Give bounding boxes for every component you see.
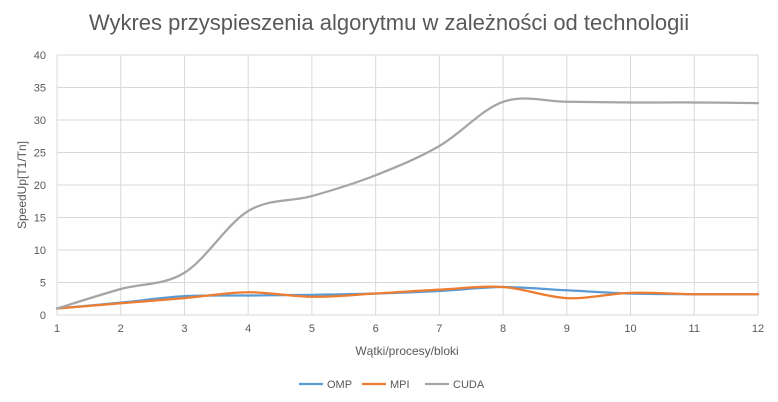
grid bbox=[56, 54, 759, 316]
legend-label-cuda: CUDA bbox=[453, 379, 485, 391]
x-tick-label: 12 bbox=[752, 323, 764, 335]
y-tick-label: 10 bbox=[34, 245, 46, 257]
x-tick-label: 3 bbox=[181, 323, 187, 335]
series-line-omp bbox=[55, 285, 760, 310]
y-tick-label: 5 bbox=[40, 278, 46, 290]
legend-label-mpi: MPI bbox=[390, 379, 410, 391]
y-tick-label: 15 bbox=[34, 213, 46, 225]
x-axis-label: Wątki/procesy/bloki bbox=[355, 344, 458, 358]
y-tick-label: 35 bbox=[34, 83, 46, 95]
x-tick-label: 5 bbox=[309, 323, 315, 335]
y-tick-label: 0 bbox=[40, 310, 46, 322]
x-tick-label: 2 bbox=[118, 323, 124, 335]
legend-label-omp: OMP bbox=[327, 379, 352, 391]
x-tick-label: 6 bbox=[373, 323, 379, 335]
x-tick-label: 1 bbox=[54, 323, 60, 335]
x-tick-label: 4 bbox=[245, 323, 251, 335]
x-tick-label: 8 bbox=[500, 323, 506, 335]
chart-title: Wykres przyspieszenia algorytmu w zależn… bbox=[88, 10, 690, 35]
x-tick-label: 10 bbox=[624, 323, 636, 335]
series-line-cuda bbox=[55, 97, 760, 310]
y-tick-label: 30 bbox=[34, 115, 46, 127]
x-tick-label: 7 bbox=[436, 323, 442, 335]
legend: OMP MPI CUDA bbox=[299, 379, 485, 391]
x-tick-label: 11 bbox=[689, 323, 700, 335]
y-tick-label: 25 bbox=[34, 148, 46, 160]
series-line-mpi bbox=[55, 285, 760, 310]
y-tick-label: 40 bbox=[34, 50, 46, 62]
y-axis-label: SpeedUp[T1/Tn] bbox=[15, 141, 29, 229]
y-tick-label: 20 bbox=[34, 180, 46, 192]
series-lines bbox=[55, 97, 760, 310]
x-tick-label: 9 bbox=[564, 323, 570, 335]
